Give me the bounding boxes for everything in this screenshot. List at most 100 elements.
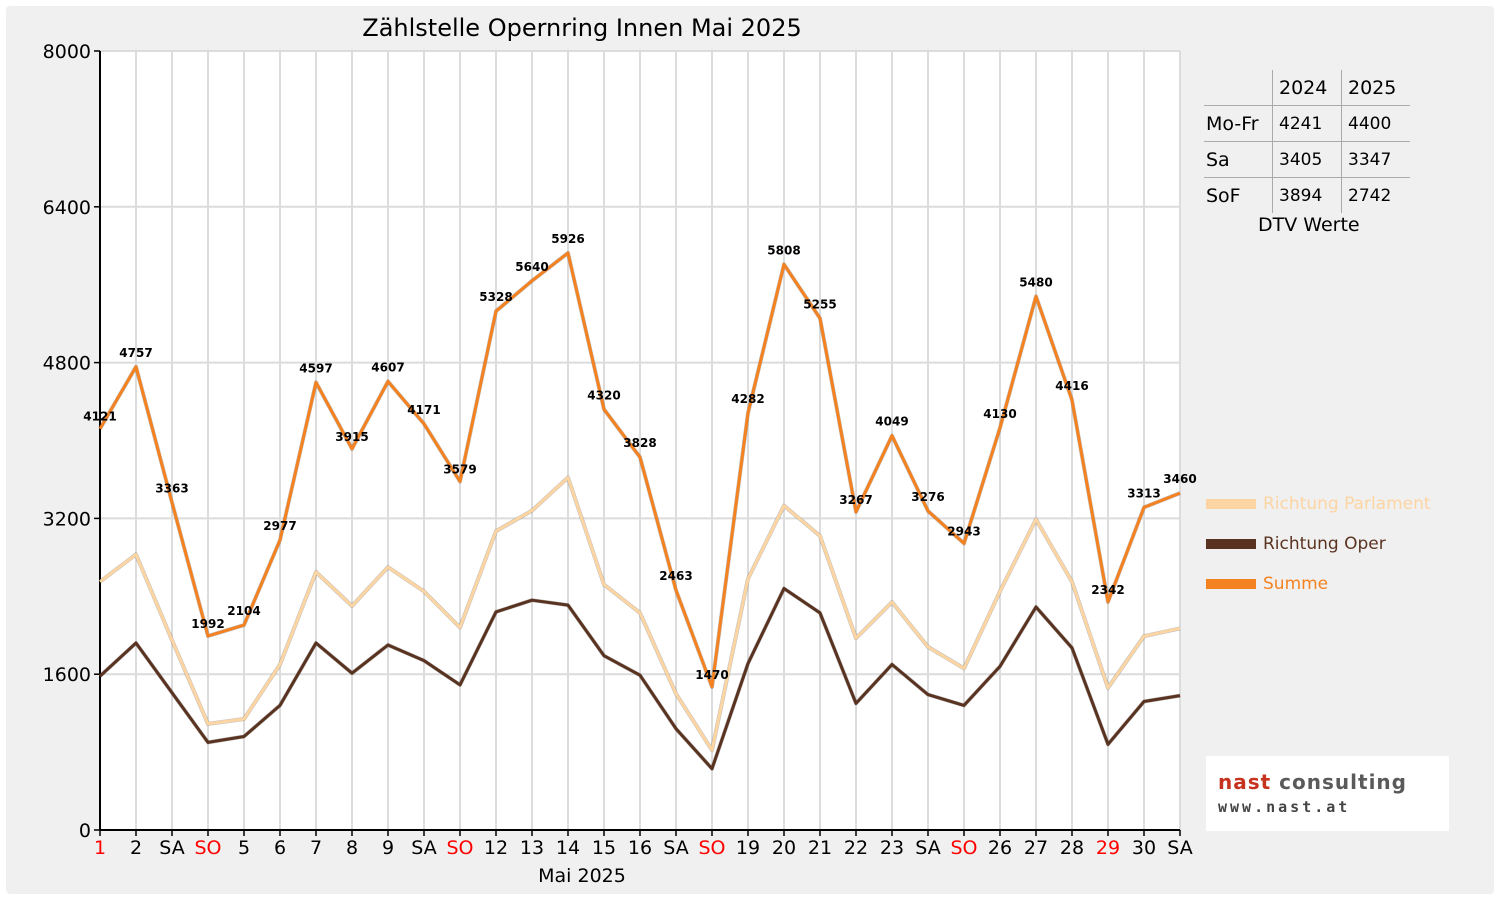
data-label: 4320	[587, 388, 620, 402]
x-tick-label: SO	[194, 837, 221, 859]
legend-label: Summe	[1263, 574, 1329, 594]
dtv-row: SoF 3894 2742	[1204, 177, 1410, 213]
x-tick-label: 26	[988, 837, 1012, 859]
data-label: 5328	[479, 290, 512, 304]
x-axis-title: Mai 2025	[538, 865, 626, 887]
y-tick-label: 0	[79, 820, 91, 842]
x-tick-label: 29	[1096, 837, 1120, 859]
legend-item-oper: Richtung Oper	[1206, 534, 1386, 554]
dtv-value-2024: 3405	[1272, 141, 1342, 178]
logo-name-part1: nast	[1218, 770, 1272, 794]
data-label: 5926	[551, 232, 584, 246]
dtv-caption: DTV Werte	[1258, 214, 1360, 236]
x-tick-label: SA	[663, 837, 688, 859]
dtv-row-label: Sa	[1204, 141, 1273, 178]
legend-label: Richtung Parlament	[1263, 494, 1431, 514]
data-label: 5808	[767, 243, 800, 257]
data-label: 3363	[155, 482, 188, 496]
x-tick-label: SA	[159, 837, 184, 859]
legend-label: Richtung Oper	[1263, 534, 1386, 554]
legend-item-parlament: Richtung Parlament	[1206, 494, 1431, 514]
legend-swatch	[1206, 579, 1256, 589]
x-tick-label: 8	[346, 837, 358, 859]
x-tick-label: SO	[950, 837, 977, 859]
company-logo: nast consulting www.nast.at	[1206, 756, 1449, 831]
x-tick-label: 28	[1060, 837, 1084, 859]
x-tick-label: 2	[130, 837, 142, 859]
x-tick-label: 23	[880, 837, 904, 859]
y-tick-label: 6400	[43, 197, 91, 219]
series-lines	[98, 251, 1181, 771]
dtv-header-row: 2024 2025	[1204, 70, 1410, 106]
y-tick-label: 3200	[43, 508, 91, 530]
x-tick-label: 22	[844, 837, 868, 859]
x-tick-label: 5	[238, 837, 250, 859]
data-label: 4416	[1055, 379, 1088, 393]
data-label: 3460	[1163, 472, 1196, 486]
data-label: 2463	[659, 569, 692, 583]
dtv-row: Mo-Fr 4241 4400	[1204, 105, 1410, 142]
dtv-value-2025: 2742	[1341, 177, 1410, 213]
data-label: 3267	[839, 493, 872, 507]
data-label: 3313	[1127, 486, 1160, 500]
data-label: 4121	[83, 410, 116, 424]
data-label: 2342	[1091, 583, 1124, 597]
series-line-oper	[98, 587, 1181, 771]
dtv-header-empty	[1204, 70, 1273, 106]
dtv-value-2025: 4400	[1341, 105, 1410, 142]
x-tick-label: SA	[1167, 837, 1192, 859]
x-tick-label: SA	[915, 837, 940, 859]
legend-swatch	[1206, 499, 1256, 509]
x-tick-label: SO	[446, 837, 473, 859]
x-tick-label: 19	[736, 837, 760, 859]
x-tick-label: 9	[382, 837, 394, 859]
logo-name-part2: consulting	[1279, 770, 1407, 794]
x-tick-label: 21	[808, 837, 832, 859]
data-label: 3579	[443, 462, 476, 476]
x-tick-label: 7	[310, 837, 322, 859]
chart-frame: Zählstelle Opernring Innen Mai 2025 0 160…	[6, 6, 1494, 894]
dtv-header-2025: 2025	[1341, 70, 1410, 106]
x-tick-label: 14	[556, 837, 580, 859]
x-tick-label: 27	[1024, 837, 1048, 859]
data-label: 4282	[731, 392, 764, 406]
dtv-header-2024: 2024	[1272, 70, 1342, 106]
x-tick-label: 6	[274, 837, 286, 859]
data-label: 4171	[407, 403, 440, 417]
y-tick-label: 4800	[43, 353, 91, 375]
logo-url: www.nast.at	[1218, 798, 1351, 816]
data-label: 3828	[623, 436, 656, 450]
x-tick-label: SO	[698, 837, 725, 859]
data-label: 4597	[299, 361, 332, 375]
y-tick-label: 1600	[43, 664, 91, 686]
data-label: 5480	[1019, 275, 1052, 289]
data-label: 2943	[947, 524, 980, 538]
data-label: 2977	[263, 519, 296, 533]
data-label: 5255	[803, 297, 836, 311]
series-line-parlament	[99, 476, 1181, 752]
data-label: 5640	[515, 260, 548, 274]
data-label: 4130	[983, 407, 1016, 421]
data-label: 4757	[119, 346, 152, 360]
x-tick-label: 16	[628, 837, 652, 859]
x-tick-label: 13	[520, 837, 544, 859]
data-label: 4049	[875, 415, 908, 429]
x-tick-label: SA	[411, 837, 436, 859]
chart-title: Zählstelle Opernring Innen Mai 2025	[362, 14, 802, 42]
legend-item-summe: Summe	[1206, 574, 1328, 594]
line-chart: Zählstelle Opernring Innen Mai 2025 0 160…	[43, 14, 1197, 887]
data-label: 1992	[191, 617, 224, 631]
series-line-summe	[98, 251, 1181, 689]
dtv-value-2025: 3347	[1341, 141, 1410, 178]
logo-name: nast consulting	[1218, 770, 1407, 794]
dtv-value-2024: 4241	[1272, 105, 1342, 142]
data-label: 2104	[227, 604, 260, 618]
x-tick-label: 30	[1132, 837, 1156, 859]
dtv-row-label: Mo-Fr	[1204, 105, 1273, 142]
x-tick-label: 1	[94, 837, 106, 859]
dtv-row: Sa 3405 3347	[1204, 141, 1410, 178]
data-label: 4607	[371, 360, 404, 374]
data-label: 3276	[911, 490, 944, 504]
